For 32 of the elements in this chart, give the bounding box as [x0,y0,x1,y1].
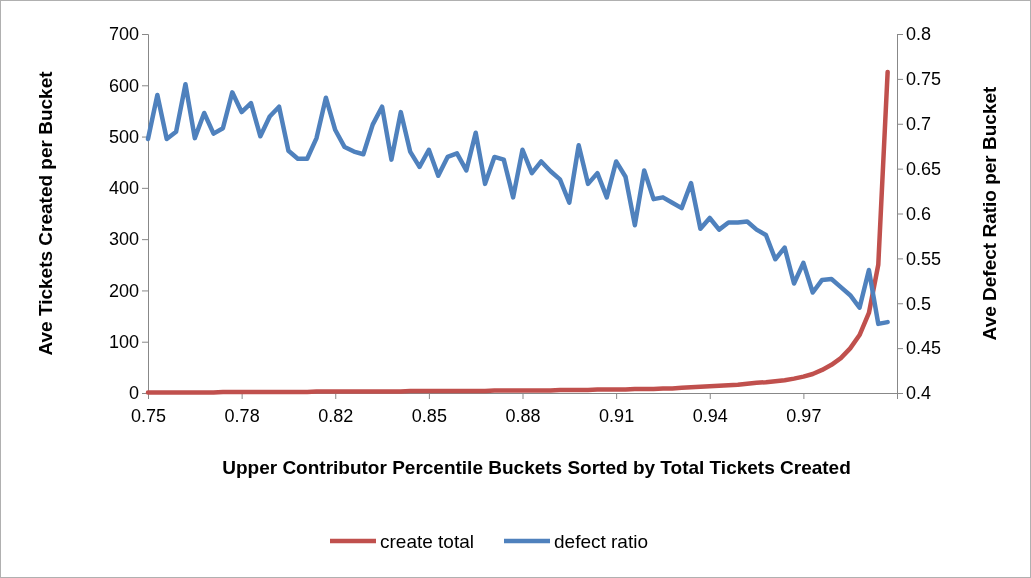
x-tick-label: 0.97 [786,405,822,426]
y2-tick-label: 0.55 [906,248,942,269]
y2-tick-label: 0.7 [906,114,932,135]
y-tick-label: 0 [128,383,139,404]
x-tick-label: 0.78 [224,405,260,426]
y2-tick-label: 0.6 [906,203,932,224]
x-tick-label: 0.85 [411,405,447,426]
legend-label: create total [380,531,474,552]
x-tick-label: 0.91 [599,405,635,426]
y2-tick-label: 0.4 [906,383,932,404]
y-axis-title: Ave Tickets Created per Bucket [35,70,56,356]
x-tick-label: 0.82 [318,405,354,426]
x-axis-title: Upper Contributor Percentile Buckets Sorted by Total Tickets Created [222,457,851,478]
y-tick-label: 100 [108,331,139,352]
y2-tick-label: 0.8 [906,24,932,45]
line-series [145,69,890,395]
y2-tick-label: 0.75 [906,69,942,90]
y2-tick-label: 0.65 [906,158,942,179]
y-tick-label: 200 [108,280,139,301]
y-tick-label: 500 [108,126,139,147]
y-tick-label: 400 [108,178,139,199]
y2-axis-title: Ave Defect Ratio per Bucket [979,85,1000,341]
y-tick-label: 600 [108,75,139,96]
y-tick-label: 700 [108,24,139,45]
x-tick-label: 0.88 [505,405,541,426]
x-tick-label: 0.75 [130,405,167,426]
y-tick-label: 300 [108,229,139,250]
legend-label: defect ratio [554,531,648,552]
y2-tick-label: 0.45 [906,338,942,359]
y2-tick-label: 0.5 [906,293,932,314]
line-series [145,82,890,327]
x-tick-label: 0.94 [692,405,728,426]
